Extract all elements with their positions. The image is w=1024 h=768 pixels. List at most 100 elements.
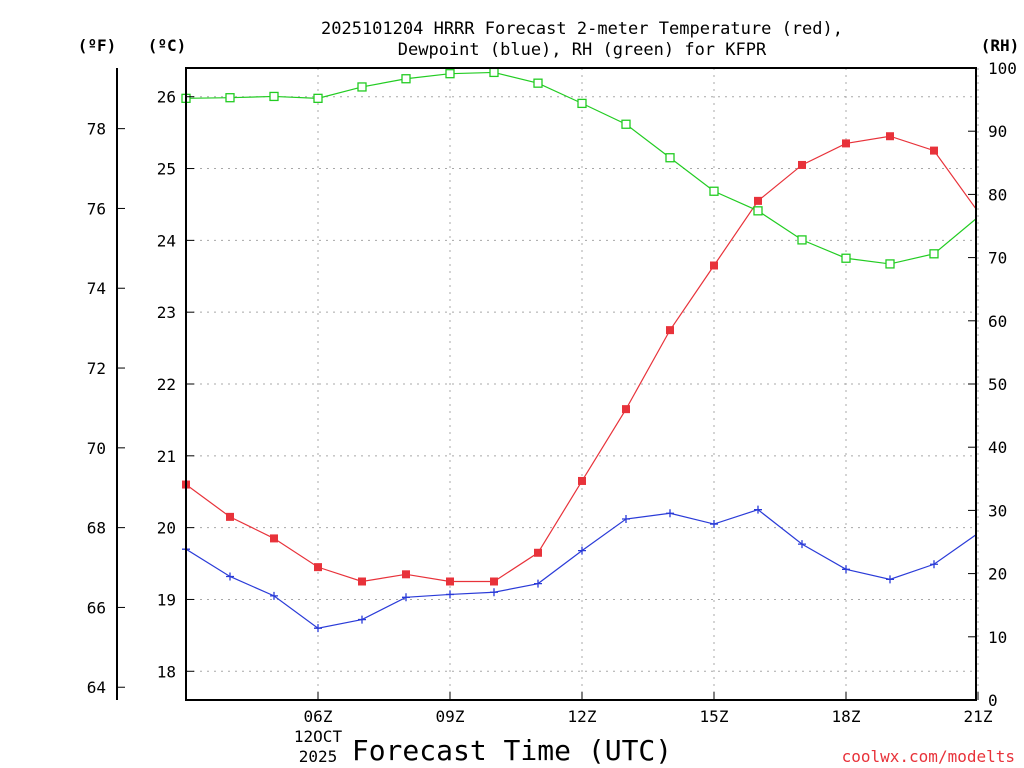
temperature-point: [226, 512, 234, 521]
rh-point: [533, 78, 543, 88]
time-tick-label: 06Z: [304, 707, 333, 726]
temperature-point: [798, 160, 806, 169]
rh-point: [445, 69, 455, 79]
time-date-label: 2025: [299, 747, 338, 766]
rh-point: [797, 235, 807, 245]
chart-title-line2: Dewpoint (blue), RH (green) for KFPR: [398, 40, 767, 60]
rh-line: [186, 71, 976, 265]
dewpoint-point: [622, 515, 630, 524]
temperature-point: [710, 261, 718, 270]
rh-axis: 0 10 20 30 40 50 60 70 80 90 100: [968, 59, 1017, 710]
dewpoint-point: [930, 560, 938, 569]
rh-tick-label: 50: [988, 375, 1007, 394]
dewpoint-point: [226, 572, 234, 581]
temperature-point: [666, 326, 674, 335]
celsius-tick-label: 19: [157, 590, 176, 609]
rh-tick-label: 70: [988, 249, 1007, 268]
dewpoint-point: [270, 591, 278, 600]
celsius-tick-label: 20: [157, 519, 176, 538]
dewpoint-line: [186, 509, 976, 629]
temperature-point: [314, 563, 322, 572]
time-tick-label: 18Z: [832, 707, 861, 726]
celsius-axis: 18 19 20 21 22 23 24 25 26: [157, 88, 194, 681]
rh-point: [269, 91, 279, 102]
rh-point: [401, 74, 411, 84]
temperature-point: [446, 577, 454, 586]
celsius-tick-label: 23: [157, 303, 176, 322]
rh-point: [665, 153, 675, 163]
rh-point: [929, 249, 939, 259]
dewpoint-point: [842, 565, 850, 574]
rh-tick-label: 100: [988, 59, 1017, 78]
fahrenheit-axis: 64 66 68 70 72 74 76 78: [87, 120, 125, 697]
time-tick-label: 21Z: [964, 707, 993, 726]
rh-point: [709, 186, 719, 196]
time-tick-label: 15Z: [700, 707, 729, 726]
credit-text: coolwx.com/modelts: [842, 747, 1015, 766]
rh-tick-label: 30: [988, 501, 1007, 520]
rh-point: [753, 206, 763, 216]
dewpoint-point: [578, 546, 586, 555]
dewpoint-point: [710, 520, 718, 529]
celsius-unit-label: (ºC): [148, 36, 187, 55]
rh-tick-label: 40: [988, 438, 1007, 457]
time-tick-label: 09Z: [436, 707, 465, 726]
rh-tick-label: 10: [988, 628, 1007, 647]
fahrenheit-tick-label: 66: [87, 598, 106, 617]
fahrenheit-tick-label: 74: [87, 279, 106, 298]
dewpoint-point: [490, 588, 498, 597]
fahrenheit-tick-label: 76: [87, 199, 106, 218]
temperature-point: [622, 405, 630, 414]
fahrenheit-tick-label: 72: [87, 359, 106, 378]
dewpoint-point: [314, 624, 322, 633]
rh-unit-label: (RH): [981, 36, 1020, 55]
rh-tick-label: 60: [988, 312, 1007, 331]
fahrenheit-tick-label: 70: [87, 439, 106, 458]
celsius-tick-label: 24: [157, 231, 176, 250]
fahrenheit-tick-label: 78: [87, 120, 106, 139]
dewpoint-point: [754, 505, 762, 514]
rh-tick-label: 20: [988, 565, 1007, 584]
x-axis-label: Forecast Time (UTC): [352, 734, 672, 767]
temperature-point: [578, 476, 586, 485]
temperature-point: [270, 534, 278, 543]
rh-tick-label: 90: [988, 122, 1007, 141]
rh-point: [885, 259, 895, 269]
fahrenheit-tick-label: 64: [87, 678, 106, 697]
temperature-point: [534, 548, 542, 557]
dewpoint-point: [534, 579, 542, 588]
series-markers: [181, 67, 939, 633]
celsius-tick-label: 18: [157, 662, 176, 681]
time-date-label: 12OCT: [294, 727, 343, 746]
temperature-point: [754, 196, 762, 205]
dewpoint-point: [666, 509, 674, 518]
fahrenheit-unit-label: (ºF): [78, 36, 117, 55]
temperature-point: [842, 139, 850, 148]
celsius-tick-label: 25: [157, 160, 176, 179]
temperature-line: [186, 135, 976, 583]
rh-point: [577, 98, 587, 109]
series-lines: [186, 71, 976, 629]
plot-frame: [185, 67, 977, 701]
temperature-point: [402, 570, 410, 579]
temperature-point: [930, 146, 938, 155]
rh-point: [489, 67, 499, 78]
dewpoint-point: [358, 615, 366, 624]
temperature-point: [358, 577, 366, 586]
celsius-tick-label: 22: [157, 375, 176, 394]
dewpoint-point: [798, 540, 806, 549]
rh-point: [841, 253, 851, 263]
rh-tick-label: 80: [988, 185, 1007, 204]
grid-lines: [186, 68, 979, 700]
time-tick-label: 12Z: [568, 707, 597, 726]
celsius-tick-label: 21: [157, 447, 176, 466]
temperature-point: [886, 132, 894, 141]
celsius-tick-label: 26: [157, 88, 176, 107]
fahrenheit-tick-label: 68: [87, 519, 106, 538]
rh-point: [313, 93, 323, 103]
chart-title-line1: 2025101204 HRRR Forecast 2-meter Tempera…: [321, 19, 843, 39]
rh-point: [357, 82, 367, 92]
dewpoint-point: [402, 593, 410, 602]
